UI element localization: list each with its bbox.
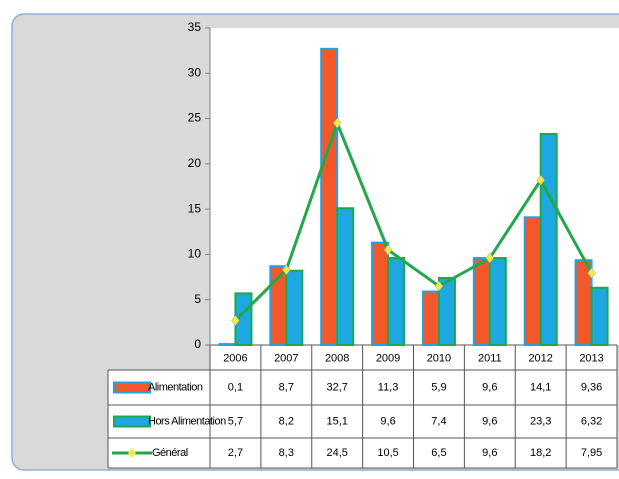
y-tick-label: 30 [188, 65, 202, 79]
bar [421, 290, 440, 347]
table-cell: 9,36 [581, 381, 602, 393]
bar [590, 286, 609, 346]
table-cell: 6,5 [431, 447, 446, 459]
table-cell: 5,9 [431, 381, 446, 393]
x-tick-label: 2013 [579, 352, 603, 364]
marker [281, 264, 291, 276]
legend-label: Hors Alimentation [148, 415, 226, 427]
table-cell: 24,5 [326, 447, 347, 459]
legend-swatch [113, 381, 151, 394]
table-cell: 9,6 [482, 381, 497, 393]
table-cell: 9,6 [482, 447, 497, 459]
y-tick-label: 25 [188, 111, 202, 125]
x-tick-label: 2012 [528, 352, 552, 364]
table-cell: 8,2 [279, 415, 294, 427]
x-tick-label: 2007 [274, 352, 298, 364]
x-tick-label: 2010 [427, 352, 451, 364]
bar [336, 207, 355, 346]
marker [485, 252, 495, 264]
table-cell: 9,6 [482, 415, 497, 427]
marker [383, 244, 393, 256]
marker [332, 117, 342, 129]
bar [218, 343, 237, 347]
table-cell: 6,32 [581, 415, 602, 427]
bar [539, 132, 558, 346]
x-tick-label: 2011 [478, 352, 502, 364]
y-tick-label: 10 [188, 247, 202, 261]
table-cell: 7,4 [431, 415, 446, 427]
y-tick-label: 15 [188, 201, 202, 215]
table-cell: 15,1 [326, 415, 347, 427]
bar [320, 47, 339, 347]
table-cell: 14,1 [530, 381, 551, 393]
bar [437, 276, 456, 346]
marker [434, 280, 444, 292]
table-cell: 32,7 [326, 381, 347, 393]
y-tick-label: 35 [188, 20, 202, 34]
table-cell: 23,3 [530, 415, 551, 427]
table-cell: 8,7 [279, 381, 294, 393]
bar [472, 257, 491, 346]
legend-swatch [113, 415, 151, 428]
y-tick-label: 5 [194, 292, 201, 306]
table-cell: 9,6 [380, 415, 395, 427]
table-cell: 2,7 [228, 447, 243, 459]
table-cell: 8,3 [279, 447, 294, 459]
table-cell: 10,5 [377, 447, 398, 459]
bar [371, 241, 390, 346]
table-cell: 5,7 [228, 415, 243, 427]
bar [387, 257, 406, 346]
bar [285, 269, 304, 346]
marker [587, 267, 596, 279]
x-tick-label: 2006 [223, 352, 247, 364]
line [234, 118, 593, 322]
bar [523, 216, 542, 346]
y-tick-label: 0 [194, 337, 201, 351]
x-tick-label: 2008 [325, 352, 349, 364]
marker [536, 174, 546, 186]
legend-label: Alimentation [148, 381, 203, 393]
legend-swatch [128, 448, 136, 458]
legend-label: Général [152, 447, 188, 459]
y-tick-label: 20 [188, 156, 202, 170]
table-cell: 11,3 [378, 381, 399, 393]
x-tick-label: 2009 [376, 352, 400, 364]
table-cell: 0,1 [228, 381, 243, 393]
marker [231, 315, 240, 326]
table-cell: 18,2 [530, 447, 551, 459]
bar [488, 257, 507, 346]
table-cell: 7,95 [581, 447, 602, 459]
